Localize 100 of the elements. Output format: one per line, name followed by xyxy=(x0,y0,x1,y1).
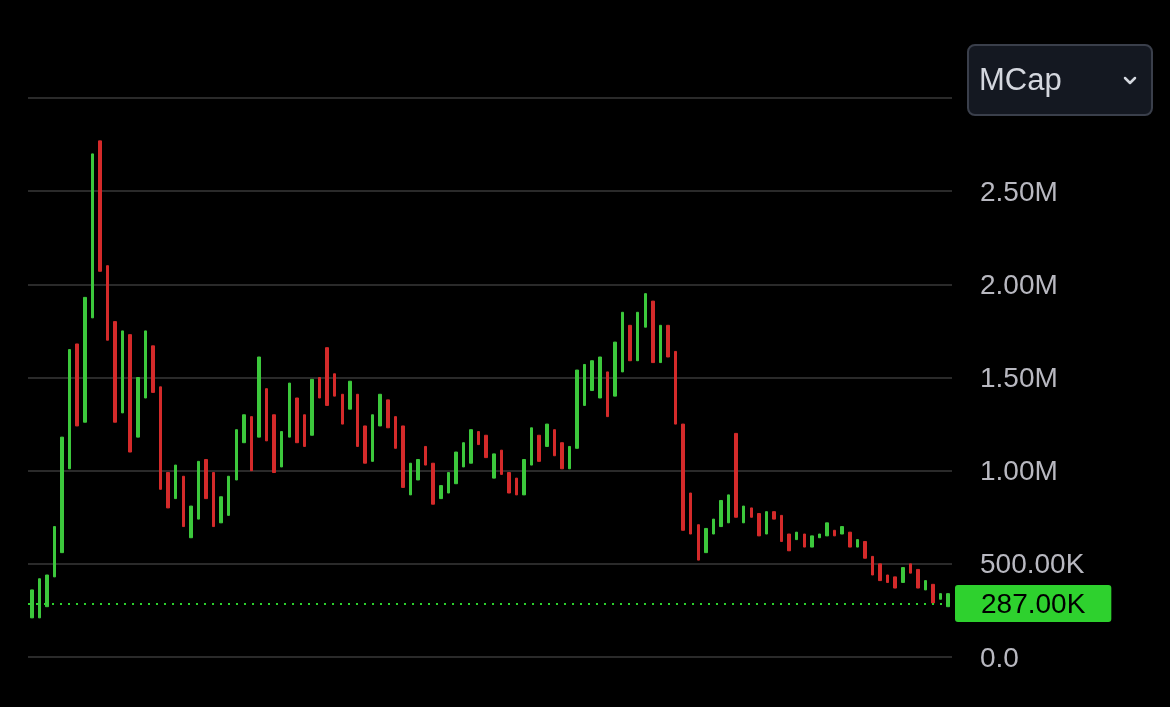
candlestick xyxy=(394,416,397,449)
candlestick xyxy=(295,397,299,444)
candlestick xyxy=(121,330,124,414)
candlestick xyxy=(757,513,761,537)
candlestick xyxy=(409,462,412,496)
candlestick xyxy=(363,425,367,464)
candlestick xyxy=(780,514,783,542)
candlestick xyxy=(439,485,443,500)
candlestick xyxy=(280,431,283,468)
candlestick xyxy=(106,265,109,341)
candlestick xyxy=(946,593,950,608)
y-tick-label: 2.00M xyxy=(980,268,1058,300)
ref-line-label: 287.00K xyxy=(981,588,1086,620)
candlestick xyxy=(924,580,927,591)
candlestick xyxy=(575,369,579,449)
candlestick xyxy=(909,563,912,574)
candlestick xyxy=(416,458,420,481)
candlestick xyxy=(613,341,617,397)
candlestick xyxy=(825,522,829,537)
candlestick xyxy=(689,492,692,535)
y-tick-label: 1.50M xyxy=(980,362,1058,393)
candlestick xyxy=(348,380,352,410)
candlestick xyxy=(197,460,200,520)
candlestick xyxy=(522,458,526,496)
candlestick xyxy=(727,494,730,524)
candlestick xyxy=(598,356,602,399)
candlestick xyxy=(371,414,374,462)
candlestick xyxy=(636,311,639,362)
candlestick xyxy=(939,593,942,600)
candlestick xyxy=(560,442,564,470)
candlestick xyxy=(704,527,708,554)
candlestick xyxy=(136,377,140,438)
candlestick xyxy=(901,567,905,583)
candlestick xyxy=(68,349,71,470)
candlestick xyxy=(356,393,359,447)
candlestick xyxy=(477,431,480,446)
candlestick xyxy=(98,140,102,272)
candlestick xyxy=(30,589,34,619)
candlestick xyxy=(697,524,700,561)
candlestick xyxy=(462,442,465,468)
candlestick xyxy=(128,334,132,453)
candlestick xyxy=(840,526,844,535)
candlestick xyxy=(590,360,594,392)
y-tick-label: 2.50M xyxy=(980,175,1058,207)
candlestick xyxy=(250,416,253,472)
candlestick xyxy=(189,505,193,539)
candlestick xyxy=(303,414,306,447)
candlestick xyxy=(310,378,314,436)
candlestick xyxy=(666,324,670,358)
candlestick xyxy=(492,453,496,479)
candlestick xyxy=(166,472,170,509)
candlestick xyxy=(750,507,753,518)
candlestick xyxy=(916,568,920,589)
candlestick xyxy=(83,296,87,423)
candlestick xyxy=(242,414,246,444)
candlestick xyxy=(378,393,382,427)
candlestick xyxy=(386,399,390,429)
candlestick xyxy=(818,533,821,539)
candlestick xyxy=(719,499,723,528)
candlestick xyxy=(325,347,329,406)
candlestick xyxy=(91,153,94,319)
candlestick xyxy=(235,429,238,481)
candlestick xyxy=(53,526,56,578)
candlestick xyxy=(454,451,458,485)
candlestick xyxy=(712,518,715,535)
candlestick xyxy=(500,449,503,475)
candlestick xyxy=(401,425,405,488)
candlestick xyxy=(742,505,745,524)
y-tick-label: 1.00M xyxy=(980,455,1058,487)
candlestick xyxy=(151,345,155,393)
candlestick xyxy=(113,321,117,423)
candlestick xyxy=(886,574,889,583)
candlestick xyxy=(159,386,162,490)
candlestick xyxy=(144,330,147,399)
candlestick xyxy=(219,496,223,524)
candlestick xyxy=(341,393,344,425)
candlestick xyxy=(765,511,768,535)
candlestick xyxy=(644,293,647,328)
candlestick xyxy=(333,373,336,397)
candlestick xyxy=(871,555,874,576)
y-tick-label: 0.0 xyxy=(980,641,1019,673)
candlestick xyxy=(810,535,814,548)
candlestick xyxy=(553,429,556,457)
candlestick xyxy=(772,511,776,520)
candlestick xyxy=(288,382,291,438)
candlestick xyxy=(318,377,321,399)
candlestick xyxy=(545,423,549,447)
candlestick xyxy=(469,429,473,464)
candlestick xyxy=(530,427,533,466)
candlestick xyxy=(856,539,859,548)
candlestick xyxy=(507,472,511,494)
candlestick xyxy=(848,531,852,548)
candlestick xyxy=(659,324,662,364)
candlestick xyxy=(878,563,882,582)
candlestick xyxy=(75,343,79,427)
dropdown: MCap xyxy=(967,44,1153,116)
candlestick xyxy=(38,578,41,619)
candlestick xyxy=(515,477,518,496)
candlestick xyxy=(272,414,276,474)
candlestick xyxy=(583,363,586,406)
